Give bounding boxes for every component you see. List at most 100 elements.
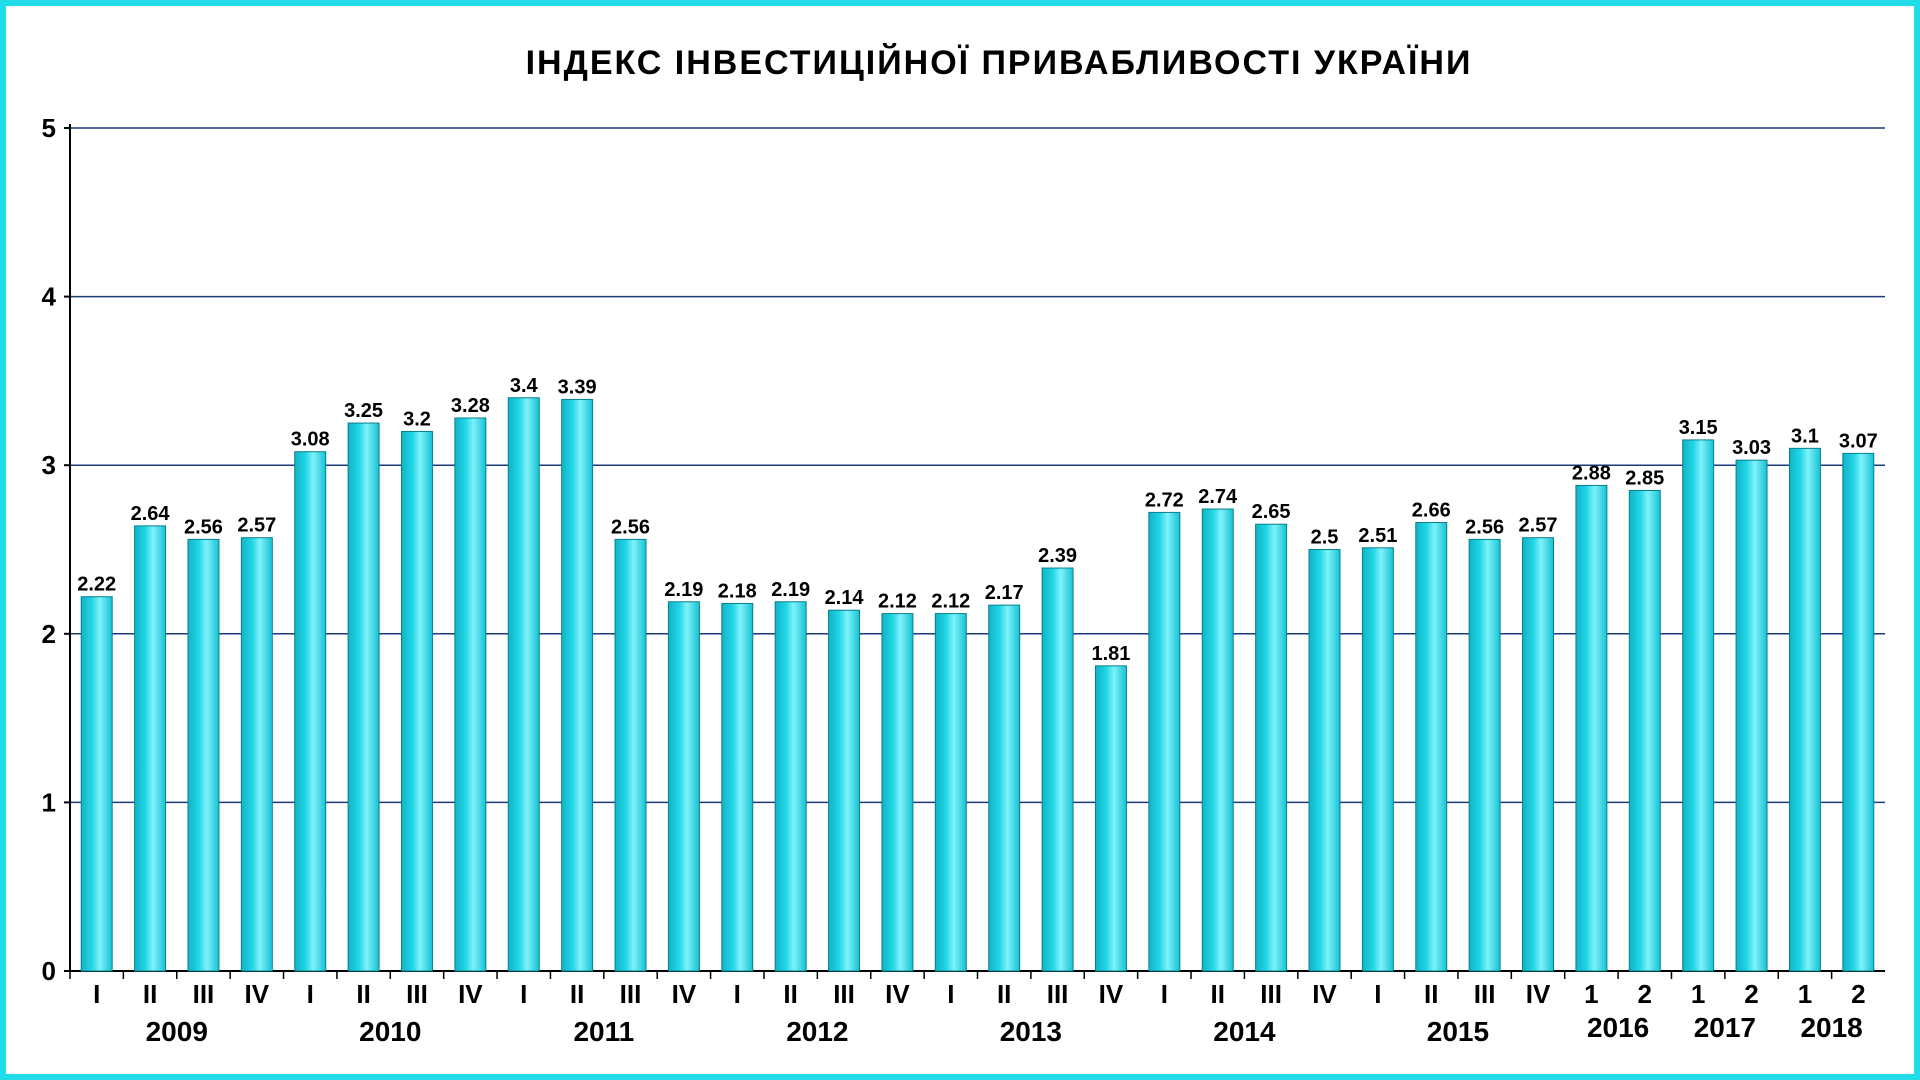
bar <box>187 538 220 972</box>
x-tick-label: 1 <box>1798 979 1812 1009</box>
data-label: 2.22 <box>77 574 116 596</box>
bar <box>1308 549 1341 972</box>
data-label: 2.18 <box>718 580 757 602</box>
bar <box>774 601 807 972</box>
year-label: 2013 <box>1000 1016 1062 1047</box>
y-tick-label: 4 <box>42 282 57 312</box>
bar <box>1522 537 1554 972</box>
x-tick-label: IV <box>672 979 697 1009</box>
bar <box>1415 522 1448 972</box>
data-label: 2.12 <box>878 591 917 613</box>
year-label: 2016 <box>1587 1012 1649 1043</box>
x-tick-label: I <box>947 979 954 1009</box>
y-tick-label: 1 <box>42 787 56 817</box>
y-tick-label: 3 <box>42 450 56 480</box>
x-tick-label: 1 <box>1691 979 1705 1009</box>
x-tick-label: IV <box>1526 979 1551 1009</box>
y-tick-label: 5 <box>42 113 56 143</box>
x-tick-label: I <box>1161 979 1168 1009</box>
y-tick-labels: 0 1 2 3 4 5 <box>42 113 57 986</box>
x-tick-label: IV <box>458 979 483 1009</box>
bar <box>1842 452 1875 972</box>
data-label: 2.17 <box>985 582 1024 604</box>
data-label: 3.39 <box>558 376 597 398</box>
data-label: 1.81 <box>1091 643 1130 665</box>
data-label: 2.65 <box>1252 501 1291 523</box>
data-label: 2.14 <box>825 587 865 609</box>
bar <box>401 430 433 972</box>
bar <box>988 604 1021 972</box>
data-label: 2.5 <box>1311 527 1339 549</box>
x-tick-label: III <box>1047 979 1069 1009</box>
year-labels: 2009 2010 2011 2012 2013 2014 2015 2016 2017 2018 <box>146 1012 1863 1047</box>
data-label: 2.39 <box>1038 545 1077 567</box>
year-label: 2018 <box>1800 1012 1862 1043</box>
data-label: 2.51 <box>1358 525 1397 547</box>
x-tick-label: II <box>997 979 1011 1009</box>
data-label: 2.56 <box>1465 516 1504 538</box>
bar <box>1468 538 1501 972</box>
chart-title: ІНДЕКС ІНВЕСТИЦІЙНОЇ ПРИВАБЛИВОСТІ УКРАЇ… <box>526 43 1473 82</box>
bar <box>721 602 754 972</box>
data-label: 2.74 <box>1198 486 1238 508</box>
x-tick-label: I <box>734 979 741 1009</box>
x-tick-label: 2 <box>1851 979 1865 1009</box>
bar <box>347 422 380 972</box>
data-label: 2.57 <box>237 515 276 537</box>
x-tick-label: II <box>143 979 157 1009</box>
bar <box>80 596 113 972</box>
data-label: 2.64 <box>131 503 171 525</box>
bar <box>1628 489 1661 972</box>
x-tick-label: I <box>1374 979 1381 1009</box>
data-label: 3.07 <box>1839 430 1878 452</box>
data-label: 3.08 <box>291 429 330 451</box>
gridlines <box>70 127 1885 804</box>
data-label: 3.15 <box>1679 417 1718 439</box>
x-tick-label: 2 <box>1744 979 1758 1009</box>
data-label: 2.85 <box>1625 467 1664 489</box>
x-tick-label: III <box>1260 979 1282 1009</box>
bar <box>1788 447 1821 972</box>
data-label: 3.03 <box>1732 437 1771 459</box>
year-label: 2017 <box>1694 1012 1756 1043</box>
bar <box>1735 459 1768 972</box>
x-tick-label: I <box>520 979 527 1009</box>
bar <box>934 613 967 972</box>
data-label: 2.66 <box>1412 500 1451 522</box>
x-tick-label: III <box>833 979 855 1009</box>
year-label: 2009 <box>146 1016 208 1047</box>
data-label: 2.56 <box>611 516 650 538</box>
bar <box>614 538 647 972</box>
bar <box>828 609 861 972</box>
data-label: 3.25 <box>344 400 383 422</box>
data-label: 2.19 <box>771 579 810 601</box>
year-label: 2011 <box>573 1016 634 1047</box>
data-label: 3.1 <box>1791 425 1819 447</box>
year-label: 2012 <box>786 1016 848 1047</box>
year-label: 2014 <box>1213 1016 1276 1047</box>
x-tick-label: IV <box>1099 979 1124 1009</box>
data-label: 2.72 <box>1145 489 1184 511</box>
y-tick-label: 0 <box>42 956 56 986</box>
bar <box>1094 665 1127 972</box>
data-label: 2.12 <box>931 591 970 613</box>
data-label: 3.4 <box>510 375 539 397</box>
x-tick-label: III <box>406 979 428 1009</box>
x-tick-label: I <box>93 979 100 1009</box>
x-tick-label: IV <box>245 979 270 1009</box>
bar <box>1201 508 1234 972</box>
bar <box>561 398 594 972</box>
bar <box>240 537 273 972</box>
data-label: 2.57 <box>1519 515 1558 537</box>
bar <box>1255 523 1288 972</box>
x-tick-label: III <box>620 979 642 1009</box>
data-label: 3.2 <box>403 408 431 430</box>
bar <box>294 451 327 972</box>
bar <box>1575 484 1608 972</box>
x-tick-label: II <box>1424 979 1438 1009</box>
x-tick-label: II <box>570 979 584 1009</box>
y-tick-label: 2 <box>42 619 56 649</box>
x-tick-label: II <box>783 979 797 1009</box>
bar <box>1361 547 1394 972</box>
